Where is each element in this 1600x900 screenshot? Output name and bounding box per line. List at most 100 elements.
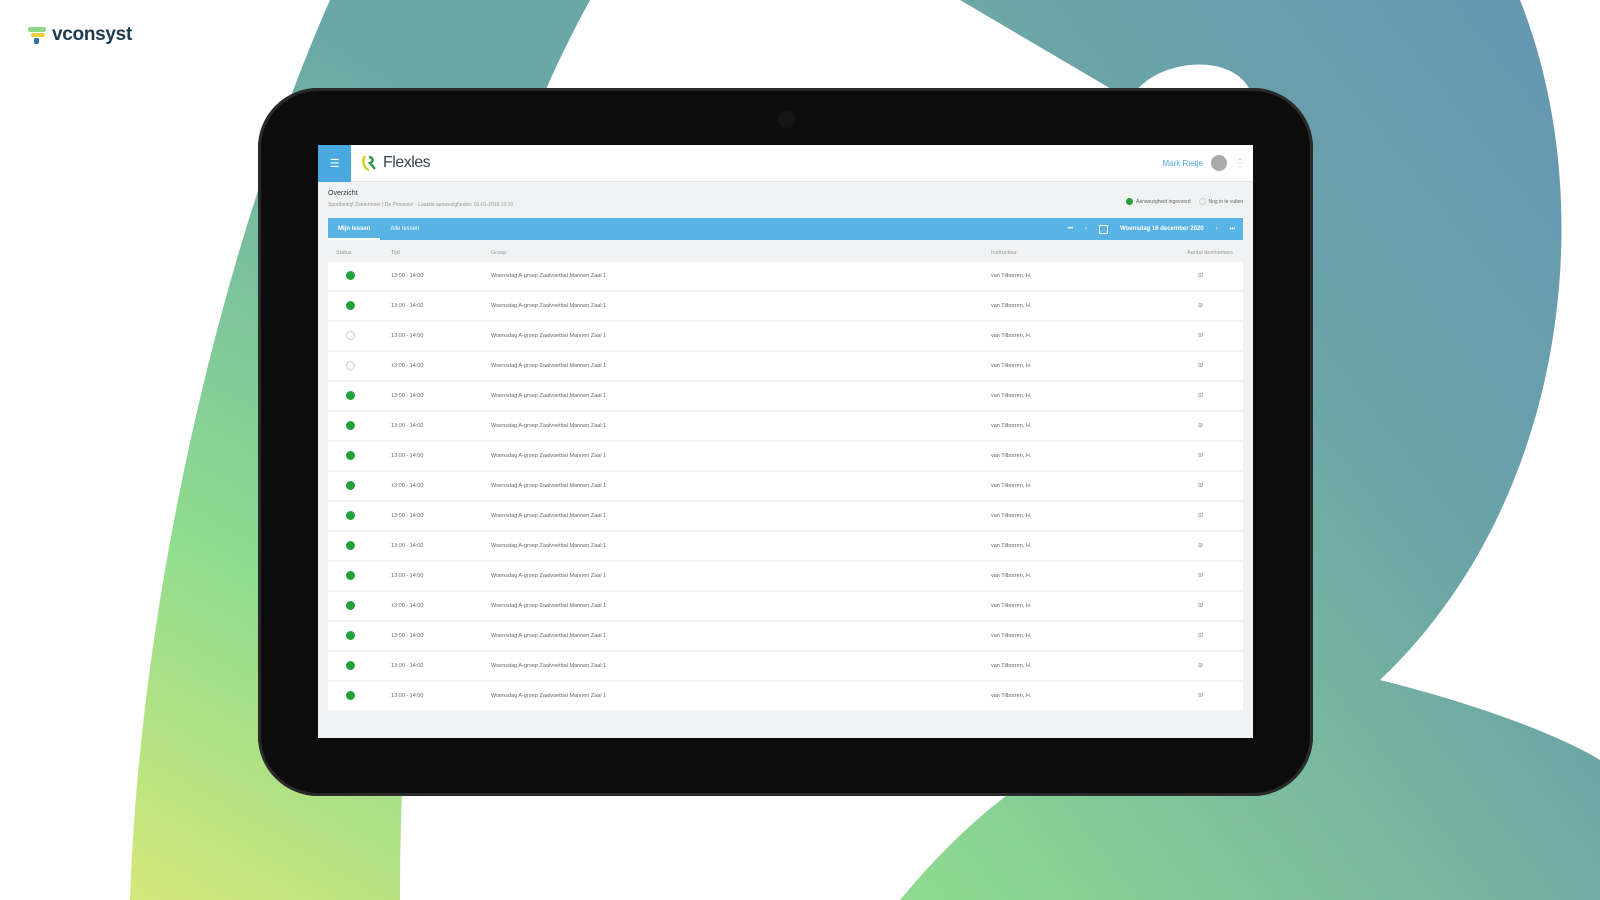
user-name[interactable]: Mark Rietje — [1162, 158, 1203, 168]
table-row[interactable]: 13:00 - 14:00 Woensdag A-groep Zaalvoetb… — [328, 322, 1243, 350]
time-cell: 13:00 - 14:00 — [383, 502, 483, 530]
instructor-cell: van Tilborren, H. — [983, 532, 1096, 560]
time-cell: 13:00 - 14:00 — [383, 652, 483, 680]
col-participants: Aantal deelnemers — [1187, 250, 1233, 256]
brand-logo: vconsyst — [28, 24, 132, 46]
instructor-cell: van Tilborren, H. — [983, 592, 1096, 620]
table-row[interactable]: 13:00 - 14:00 Woensdag A-groep Zaalvoetb… — [328, 682, 1243, 710]
table-row[interactable]: 13:00 - 14:00 Woensdag A-groep Zaalvoetb… — [328, 412, 1243, 440]
legend-open: Nog in te vullen — [1198, 198, 1243, 205]
camera — [778, 110, 796, 128]
col-group: Groep — [491, 250, 507, 256]
participants-cell: 0/ — [1095, 472, 1243, 500]
participants-cell: 0/ — [1095, 502, 1243, 530]
group-cell: Woensdag A-groep Zaalvoetbal Mannen Zaal… — [483, 292, 983, 320]
app-screen: ☰ Flexles Mark Rietje ⋮ Overzicht Sportb… — [318, 145, 1253, 738]
brand-mark-icon — [28, 25, 48, 45]
table-row[interactable]: 13:00 - 14:00 Woensdag A-groep Zaalvoetb… — [328, 262, 1243, 290]
instructor-cell: van Tilborren, H. — [983, 442, 1096, 470]
instructor-cell: van Tilborren, H. — [983, 622, 1096, 650]
status-dot-icon — [346, 480, 355, 490]
menu-button[interactable]: ☰ — [318, 145, 351, 182]
table-row[interactable]: 13:00 - 14:00 Woensdag A-groep Zaalvoetb… — [328, 442, 1243, 470]
group-cell: Woensdag A-groep Zaalvoetbal Mannen Zaal… — [483, 352, 983, 380]
status-cell — [328, 412, 383, 440]
time-cell: 13:00 - 14:00 — [383, 622, 483, 650]
col-time: Tijd — [391, 250, 400, 256]
col-instructor: Instructeur — [991, 250, 1017, 256]
flexles-logo-icon — [362, 155, 376, 172]
time-cell: 13:00 - 14:00 — [383, 412, 483, 440]
time-cell: 13:00 - 14:00 — [383, 682, 483, 710]
table-row[interactable]: 13:00 - 14:00 Woensdag A-groep Zaalvoetb… — [328, 592, 1243, 620]
participants-cell: 0/ — [1095, 622, 1243, 650]
status-cell — [328, 262, 383, 290]
group-cell: Woensdag A-groep Zaalvoetbal Mannen Zaal… — [483, 532, 983, 560]
participants-cell: 0/ — [1095, 652, 1243, 680]
instructor-cell: van Tilborren, H. — [983, 562, 1096, 590]
instructor-cell: van Tilborren, H. — [983, 382, 1096, 410]
app-logo: Flexles — [361, 154, 431, 172]
page-subtitle: Sportbedrijf Zoetermeer | De Pinnenier -… — [328, 202, 514, 208]
status-dot-icon — [346, 510, 355, 520]
status-cell — [328, 682, 383, 710]
table-row[interactable]: 13:00 - 14:00 Woensdag A-groep Zaalvoetb… — [328, 562, 1243, 590]
time-cell: 13:00 - 14:00 — [383, 562, 483, 590]
table-row[interactable]: 13:00 - 14:00 Woensdag A-groep Zaalvoetb… — [328, 622, 1243, 650]
next-icon[interactable]: › — [1215, 226, 1218, 232]
time-cell: 13:00 - 14:00 — [383, 382, 483, 410]
legend-done: Aanwezigheid ingevoerd — [1126, 198, 1191, 205]
top-bar: ☰ Flexles Mark Rietje ⋮ — [318, 145, 1253, 182]
tab-my-lessons[interactable]: Mijn lessen — [328, 218, 381, 240]
instructor-cell: van Tilborren, H. — [983, 262, 1096, 290]
table-row[interactable]: 13:00 - 14:00 Woensdag A-groep Zaalvoetb… — [328, 352, 1243, 380]
instructor-cell: van Tilborren, H. — [983, 412, 1096, 440]
instructor-cell: van Tilborren, H. — [983, 352, 1096, 380]
time-cell: 13:00 - 14:00 — [383, 472, 483, 500]
group-cell: Woensdag A-groep Zaalvoetbal Mannen Zaal… — [483, 382, 983, 410]
participants-cell: 0/ — [1095, 382, 1243, 410]
time-cell: 13:00 - 14:00 — [383, 352, 483, 380]
current-date[interactable]: Woensdag 16 december 2020 — [1119, 226, 1204, 232]
last-page-icon[interactable]: ⏭ — [1229, 225, 1235, 232]
participants-cell: 0/ — [1095, 292, 1243, 320]
status-cell — [328, 442, 383, 470]
instructor-cell: van Tilborren, H. — [983, 502, 1096, 530]
time-cell: 13:00 - 14:00 — [383, 442, 483, 470]
group-cell: Woensdag A-groep Zaalvoetbal Mannen Zaal… — [483, 682, 983, 710]
first-page-icon[interactable]: ⏮ — [1067, 225, 1073, 232]
status-cell — [328, 322, 383, 350]
status-dot-icon — [346, 450, 355, 460]
participants-cell: 0/ — [1095, 262, 1243, 290]
time-cell: 13:00 - 14:00 — [383, 292, 483, 320]
participants-cell: 0/ — [1095, 592, 1243, 620]
table-row[interactable]: 13:00 - 14:00 Woensdag A-groep Zaalvoetb… — [328, 532, 1243, 560]
group-cell: Woensdag A-groep Zaalvoetbal Mannen Zaal… — [483, 262, 983, 290]
avatar[interactable] — [1211, 155, 1227, 171]
table-row[interactable]: 13:00 - 14:00 Woensdag A-groep Zaalvoetb… — [328, 502, 1243, 530]
status-cell — [328, 472, 383, 500]
previous-icon[interactable]: ‹ — [1084, 226, 1087, 232]
participants-cell: 0/ — [1095, 412, 1243, 440]
instructor-cell: van Tilborren, H. — [983, 652, 1096, 680]
group-cell: Woensdag A-groep Zaalvoetbal Mannen Zaal… — [483, 322, 983, 350]
group-cell: Woensdag A-groep Zaalvoetbal Mannen Zaal… — [483, 652, 983, 680]
table-row[interactable]: 13:00 - 14:00 Woensdag A-groep Zaalvoetb… — [328, 382, 1243, 410]
table-row[interactable]: 13:00 - 14:00 Woensdag A-groep Zaalvoetb… — [328, 472, 1243, 500]
instructor-cell: van Tilborren, H. — [983, 292, 1096, 320]
status-dot-icon — [346, 300, 355, 310]
page-title: Overzicht — [328, 190, 358, 197]
status-cell — [328, 352, 383, 380]
more-options-icon[interactable]: ⋮ — [1235, 157, 1245, 169]
calendar-icon[interactable] — [1098, 224, 1108, 234]
table-row[interactable]: 13:00 - 14:00 Woensdag A-groep Zaalvoetb… — [328, 652, 1243, 680]
tab-all-lessons[interactable]: Alle lessen — [390, 226, 420, 232]
participants-cell: 0/ — [1095, 532, 1243, 560]
status-dot-icon — [346, 660, 355, 670]
participants-cell: 0/ — [1095, 562, 1243, 590]
status-cell — [328, 562, 383, 590]
instructor-cell: van Tilborren, H. — [983, 472, 1096, 500]
table-row[interactable]: 13:00 - 14:00 Woensdag A-groep Zaalvoetb… — [328, 292, 1243, 320]
group-cell: Woensdag A-groep Zaalvoetbal Mannen Zaal… — [483, 412, 983, 440]
instructor-cell: van Tilborren, H. — [983, 682, 1096, 710]
